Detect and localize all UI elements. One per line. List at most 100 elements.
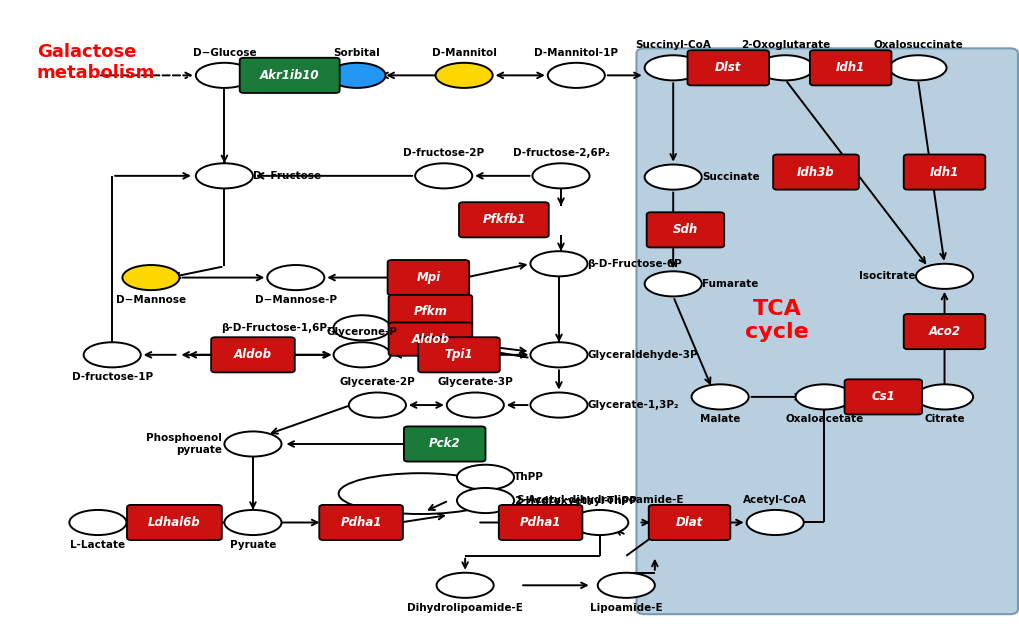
Ellipse shape [530,251,587,276]
Ellipse shape [644,55,701,80]
Ellipse shape [435,63,492,88]
Ellipse shape [348,392,406,418]
Text: Succinyl-CoA: Succinyl-CoA [635,40,710,50]
Ellipse shape [328,63,385,88]
Text: Galactose
metabolism: Galactose metabolism [37,43,155,82]
Text: Malate: Malate [699,414,740,425]
Text: Aldob: Aldob [233,349,272,361]
Ellipse shape [224,510,281,535]
Text: Phosphoenol
pyruate: Phosphoenol pyruate [147,433,222,455]
Text: Pck2: Pck2 [428,438,461,450]
Text: D−Mannose-P: D−Mannose-P [255,295,336,305]
FancyBboxPatch shape [903,154,984,190]
Text: L-Lactate: L-Lactate [70,540,125,550]
FancyBboxPatch shape [498,505,582,540]
Text: D-fructose-1P: D-fructose-1P [71,372,153,382]
Ellipse shape [915,264,972,289]
Text: Oxaloacetate: Oxaloacetate [785,414,862,425]
Text: Acetyl-CoA: Acetyl-CoA [743,495,806,505]
Ellipse shape [196,63,253,88]
Text: 2-Oxoglutarate: 2-Oxoglutarate [740,40,829,50]
FancyBboxPatch shape [388,323,472,355]
Ellipse shape [547,63,604,88]
Ellipse shape [457,488,514,513]
Text: Lipoamide-E: Lipoamide-E [589,603,662,613]
FancyBboxPatch shape [687,50,768,85]
Text: Glyceraldehyde-3P: Glyceraldehyde-3P [587,350,697,360]
Ellipse shape [415,163,472,188]
Ellipse shape [457,465,514,490]
Text: Idh3b: Idh3b [797,166,834,178]
FancyBboxPatch shape [772,154,858,190]
Text: TCA
cycle: TCA cycle [745,299,808,342]
Ellipse shape [267,265,324,290]
Ellipse shape [436,573,493,598]
Text: Oxalosuccinate: Oxalosuccinate [872,40,962,50]
Ellipse shape [597,573,654,598]
Text: Glycerate-2P: Glycerate-2P [339,377,415,387]
Text: D−Glucose: D−Glucose [193,48,256,58]
FancyBboxPatch shape [319,505,403,540]
Ellipse shape [746,510,803,535]
Text: Citrate: Citrate [923,414,964,425]
Text: Fumarate: Fumarate [701,279,757,289]
FancyBboxPatch shape [387,260,469,295]
Ellipse shape [333,342,390,367]
Text: D-fructose-2,6P₂: D-fructose-2,6P₂ [513,148,608,158]
Text: Tpi1: Tpi1 [444,349,473,361]
Ellipse shape [69,510,126,535]
Text: Aco2: Aco2 [927,325,960,338]
Ellipse shape [530,392,587,418]
Text: Idh1: Idh1 [929,166,958,178]
FancyBboxPatch shape [404,426,485,462]
Ellipse shape [889,55,946,80]
FancyBboxPatch shape [636,48,1017,614]
Ellipse shape [224,431,281,457]
Text: Dihydrolipoamide-E: Dihydrolipoamide-E [407,603,523,613]
Text: Glycerate-1,3P₂: Glycerate-1,3P₂ [587,400,679,410]
Text: β-D-Fructose-1,6P₂: β-D-Fructose-1,6P₂ [221,323,331,333]
Ellipse shape [915,384,972,409]
Text: β-D-Fructose-6P: β-D-Fructose-6P [587,259,682,269]
FancyBboxPatch shape [388,295,472,328]
Text: Dlat: Dlat [676,516,702,529]
Ellipse shape [571,510,628,535]
Ellipse shape [84,342,141,367]
Text: D-Mannitol: D-Mannitol [431,48,496,58]
Ellipse shape [691,384,748,409]
Text: Succinate: Succinate [701,172,758,182]
FancyBboxPatch shape [648,505,730,540]
Ellipse shape [333,315,390,340]
Ellipse shape [196,163,253,188]
FancyBboxPatch shape [127,505,222,540]
Ellipse shape [644,165,701,190]
Ellipse shape [446,392,503,418]
Ellipse shape [530,342,587,367]
FancyBboxPatch shape [646,212,723,247]
Text: Dlst: Dlst [714,62,741,74]
Text: Sdh: Sdh [673,224,697,236]
Text: Idh1: Idh1 [836,62,864,74]
Text: Glycerate-3P: Glycerate-3P [437,377,513,387]
Text: D-Mannitol-1P: D-Mannitol-1P [534,48,618,58]
Ellipse shape [532,163,589,188]
FancyBboxPatch shape [239,58,339,93]
Text: Cs1: Cs1 [870,391,895,403]
Text: S-Acetyl-dihydrolipoamide-E: S-Acetyl-dihydrolipoamide-E [516,495,683,505]
Text: 2-Hydroxyethyl-ThPP: 2-Hydroxyethyl-ThPP [514,495,636,506]
FancyBboxPatch shape [844,379,921,414]
Text: Glycerone-P: Glycerone-P [326,327,397,337]
Ellipse shape [644,271,701,296]
Ellipse shape [122,265,179,290]
Text: Akr1ib10: Akr1ib10 [260,69,319,82]
FancyBboxPatch shape [211,337,294,372]
FancyBboxPatch shape [903,314,984,349]
Text: D−Fructose: D−Fructose [253,171,321,181]
Text: Pdha1: Pdha1 [340,516,381,529]
Text: Pfkm: Pfkm [413,305,447,318]
Text: Pdha1: Pdha1 [520,516,560,529]
Text: D−Mannose: D−Mannose [116,295,185,305]
FancyBboxPatch shape [809,50,891,85]
Text: D-fructose-2P: D-fructose-2P [403,148,484,158]
Text: ThPP: ThPP [514,472,543,482]
